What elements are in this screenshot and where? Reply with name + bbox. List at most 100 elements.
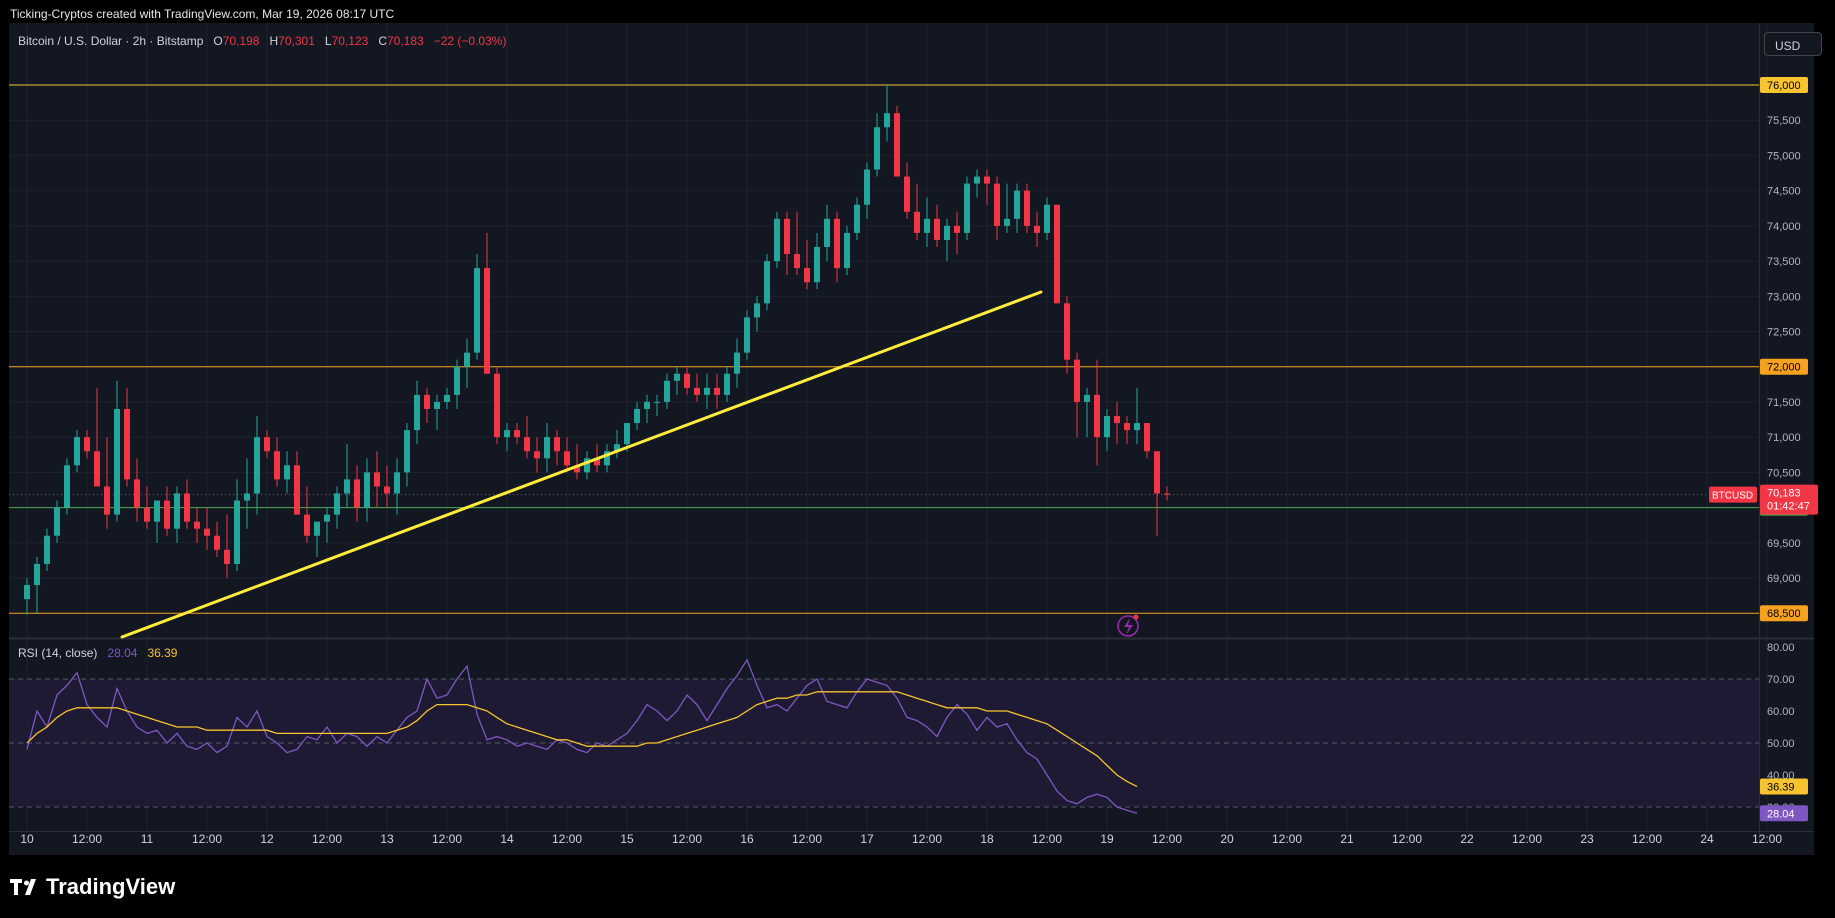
candle-body (984, 176, 990, 184)
candle-body (454, 366, 460, 395)
price-level-badge-label: 72,000 (1767, 362, 1801, 374)
time-tick-label: 12:00 (1272, 832, 1302, 846)
candle-body (34, 563, 40, 586)
candle-body (504, 430, 510, 438)
candle-body (624, 423, 630, 445)
price-tick-label: 69,500 (1767, 538, 1801, 550)
symbol-name[interactable]: Bitcoin / U.S. Dollar · 2h · Bitstamp (18, 34, 204, 48)
candle-body (944, 225, 950, 240)
candle-body (514, 430, 520, 438)
alert-lightning-icon (1117, 614, 1139, 637)
candle-body (254, 437, 260, 494)
price-tick-label: 73,000 (1767, 291, 1801, 303)
candle-body (844, 232, 850, 269)
candle-body (684, 373, 690, 388)
candle-body (1004, 218, 1010, 226)
price-level-badge (1760, 358, 1808, 375)
candle-body (484, 268, 490, 374)
rsi-badge (1760, 805, 1808, 822)
time-tick-label: 14 (500, 832, 514, 846)
time-tick-label: 18 (980, 832, 994, 846)
current-price-badge (1760, 484, 1818, 515)
candle-body (54, 507, 60, 536)
candle-body (974, 176, 980, 184)
rsi-tick-label: 80.00 (1767, 642, 1795, 654)
candle-body (724, 373, 730, 395)
time-tick-label: 24 (1700, 832, 1714, 846)
low-value: 70,123 (331, 34, 369, 48)
candle-body (424, 394, 430, 409)
close-label: C (378, 34, 387, 48)
candle-body (394, 472, 400, 494)
currency-button[interactable]: USD (1764, 32, 1822, 56)
candle-body (354, 479, 360, 508)
price-tick-label: 74,000 (1767, 221, 1801, 233)
candle-body (634, 408, 640, 424)
candle-body (674, 373, 680, 381)
candle-body (304, 514, 310, 536)
rsi-tick-label: 70.00 (1767, 674, 1795, 686)
candle-body (74, 437, 80, 466)
price-level-badge (1760, 605, 1808, 622)
candle-body (1094, 394, 1100, 438)
close-value: 70,183 (387, 34, 424, 48)
rsi-ma-line (26, 691, 1138, 788)
candle-body (384, 486, 390, 494)
candle-body (64, 465, 70, 508)
candle-body (344, 479, 350, 494)
time-tick-label: 13 (380, 832, 394, 846)
candle-body (1014, 190, 1020, 219)
price-tick-label: 75,500 (1767, 115, 1801, 127)
price-tick-label: 70,500 (1767, 467, 1801, 479)
candle-body (1074, 359, 1080, 402)
candle-body (464, 352, 470, 367)
time-tick-label: 12:00 (1512, 832, 1542, 846)
time-tick-label: 12:00 (432, 832, 462, 846)
candle-body (524, 437, 530, 452)
candle-body (1124, 423, 1130, 431)
candle-body (1054, 204, 1060, 304)
open-label: O (213, 34, 223, 48)
candle-body (874, 127, 880, 170)
candle-body (124, 408, 130, 480)
candle-body (584, 458, 590, 473)
candle-body (754, 303, 760, 318)
candle-body (284, 465, 290, 480)
time-tick-label: 17 (860, 832, 874, 846)
tradingview-logo[interactable]: TradingView (10, 874, 175, 900)
candle-body (934, 218, 940, 240)
candle-body (194, 521, 200, 529)
time-tick-label: 12:00 (192, 832, 222, 846)
candle-body (294, 465, 300, 515)
rsi-badge-label: 28.04 (1767, 808, 1795, 820)
time-tick-label: 16 (740, 832, 754, 846)
price-tick-label: 75,000 (1767, 150, 1801, 162)
time-tick-label: 11 (141, 832, 154, 846)
candle-body (214, 535, 220, 550)
candle-body (1084, 394, 1090, 402)
candle-body (924, 218, 930, 233)
candle-body (224, 549, 230, 564)
low-label: L (324, 34, 332, 48)
candle-body (554, 437, 560, 452)
candle-body (1044, 204, 1050, 233)
time-tick-label: 21 (1340, 832, 1354, 846)
candle-body (954, 225, 960, 233)
candle-body (204, 528, 210, 536)
candle-body (864, 169, 870, 205)
time-tick-label: 10 (20, 832, 34, 846)
countdown-label: 01:42:47 (1767, 501, 1810, 513)
candle-body (24, 585, 30, 600)
rsi-indicator-label[interactable]: RSI (14, close) (18, 646, 98, 660)
candle-body (444, 394, 450, 402)
candle-body (694, 387, 700, 395)
time-tick-label: 12:00 (1752, 832, 1782, 846)
candle-body (594, 458, 600, 466)
time-tick-label: 12:00 (672, 832, 702, 846)
candle-body (1114, 416, 1120, 424)
rsi-ma-value: 36.39 (147, 646, 178, 660)
candle-body (324, 514, 330, 522)
candle-body (1154, 451, 1160, 494)
